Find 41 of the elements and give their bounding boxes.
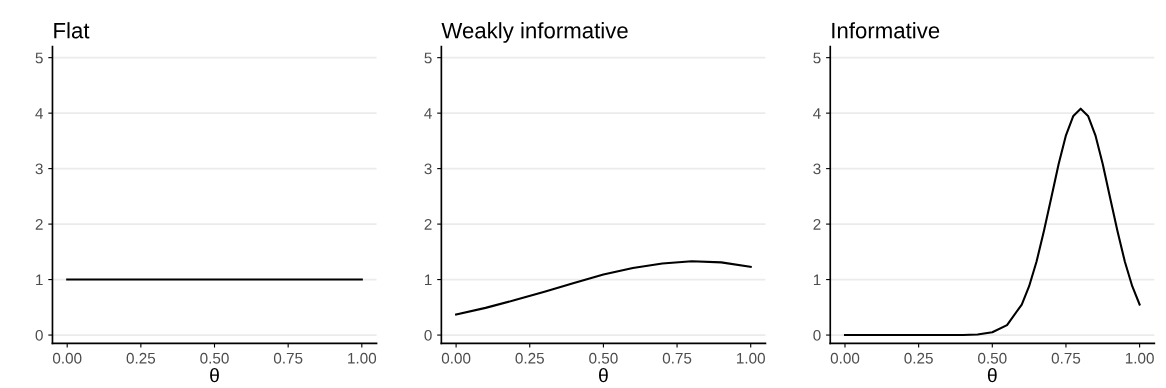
y-tick-label: 3 [813, 163, 821, 175]
y-tick-label: 5 [35, 52, 43, 64]
line-series [843, 107, 1141, 337]
chart-title: Weakly informative [441, 22, 628, 43]
x-axis-title: θ [210, 368, 219, 383]
y-tick-label: 1 [36, 274, 43, 286]
x-tick-label: 0.75 [273, 352, 303, 364]
x-tick-label: 0.25 [515, 352, 544, 364]
y-tick-label: 0 [35, 329, 43, 341]
y-tick-label: 2 [424, 218, 432, 230]
chart-title: Informative [832, 22, 940, 39]
y-tick-label: 3 [35, 163, 43, 175]
x-tick-label: 0.50 [978, 352, 1007, 364]
y-tick-label: 3 [424, 163, 432, 175]
y-tick-label: 0 [813, 329, 821, 341]
y-tick-label: 4 [424, 108, 432, 119]
line-series [455, 260, 752, 316]
x-axis-title: θ [599, 368, 608, 383]
y-tick-label: 2 [35, 218, 43, 230]
x-tick-label: 1.00 [1125, 352, 1154, 364]
y-tick-label: 5 [424, 52, 432, 64]
x-tick-label: 0.00 [830, 352, 860, 364]
y-tick-label: 4 [35, 108, 43, 119]
x-tick-label: 0.50 [200, 352, 229, 364]
y-tick-label: 1 [425, 274, 432, 286]
x-tick-label: 1.00 [348, 352, 377, 364]
x-tick-label: 1.00 [737, 352, 765, 364]
x-tick-label: 0.25 [904, 352, 933, 364]
x-tick-label: 0.25 [126, 352, 156, 364]
y-tick-label: 0 [424, 329, 432, 341]
y-tick-label: 4 [813, 108, 821, 119]
x-tick-label: 0.00 [52, 352, 82, 364]
x-tick-label: 0.00 [441, 352, 471, 364]
x-tick-label: 0.50 [589, 352, 618, 364]
x-axis-title: θ [987, 368, 997, 383]
y-tick-label: 2 [813, 218, 821, 230]
y-tick-label: 5 [813, 52, 821, 64]
x-tick-label: 0.75 [1051, 352, 1081, 364]
y-tick-label: 1 [813, 274, 821, 286]
x-tick-label: 0.75 [662, 352, 692, 364]
chart-title: Flat [54, 22, 90, 39]
